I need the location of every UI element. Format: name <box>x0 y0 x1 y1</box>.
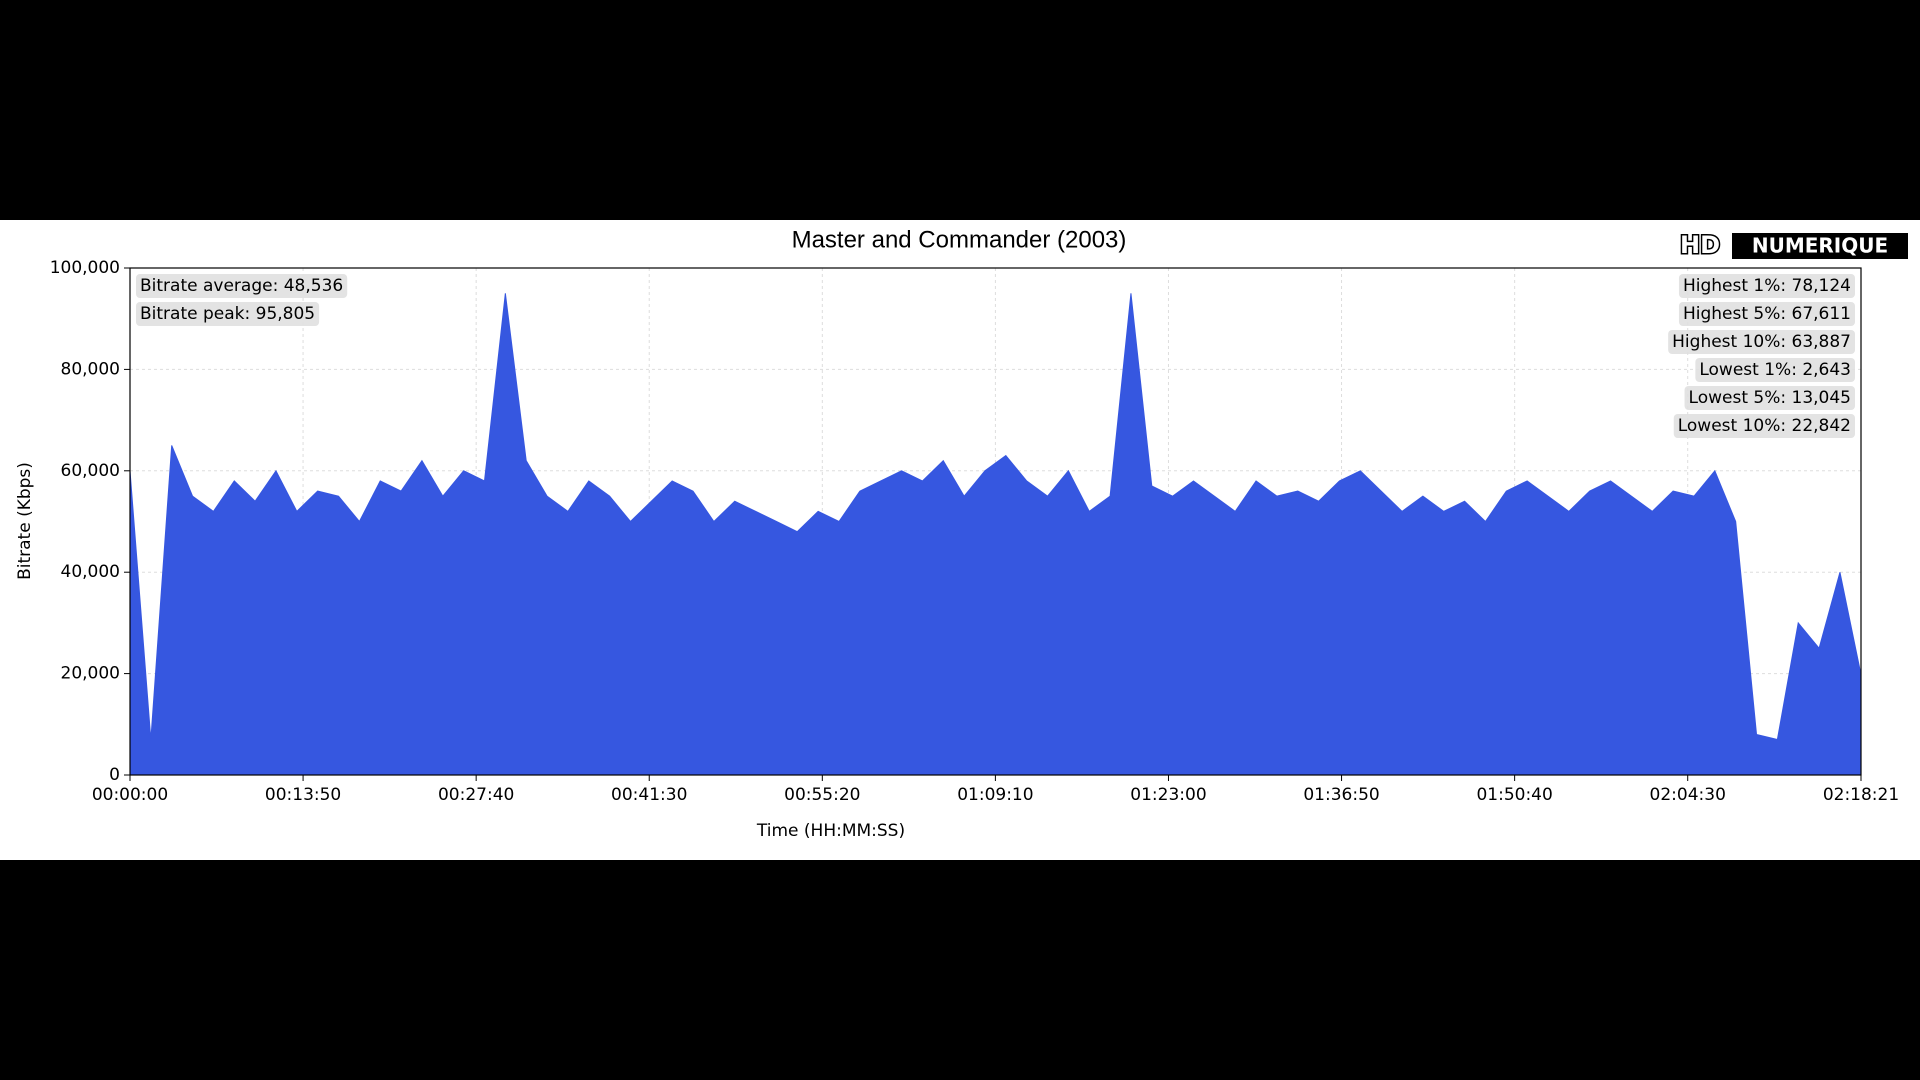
logo-box <box>1732 233 1908 259</box>
annotation-box <box>1695 358 1855 382</box>
annotation-text: Bitrate peak: 95,805 <box>140 304 315 324</box>
annotation-box <box>136 302 320 326</box>
x-tick-label: 01:50:40 <box>1476 785 1552 805</box>
x-tick-label: 01:36:50 <box>1303 785 1379 805</box>
annotation: Lowest 5%: 13,045 <box>1684 386 1855 410</box>
plot-frame <box>129 267 1862 776</box>
annotation-box <box>1678 274 1855 298</box>
annotation-text: Highest 1%: 78,124 <box>1683 276 1851 296</box>
annotation-text: Lowest 5%: 13,045 <box>1689 388 1851 408</box>
y-tick-label: 60,000 <box>61 461 120 481</box>
annotation-text: Lowest 10%: 22,842 <box>1678 416 1851 436</box>
annotation-text: Highest 5%: 67,611 <box>1683 304 1851 324</box>
y-tick-label: 40,000 <box>61 562 120 582</box>
x-tick-label: 00:00:00 <box>92 785 168 805</box>
annotation-text: Lowest 1%: 2,643 <box>1699 360 1851 380</box>
area <box>129 293 1862 776</box>
annotation-box <box>1684 386 1855 410</box>
annotation-box <box>1678 302 1855 326</box>
chart-title: Master and Commander (2003) <box>792 226 1127 253</box>
annotation: Highest 5%: 67,611 <box>1678 302 1855 326</box>
annotation-text: Bitrate average: 48,536 <box>140 276 343 296</box>
logo: HD NUMERIQUE <box>1679 230 1908 261</box>
x-tick-label: 02:18:21 <box>1823 785 1899 805</box>
x-tick-label: 00:55:20 <box>784 785 860 805</box>
annotation-text: Highest 10%: 63,887 <box>1672 332 1851 352</box>
annotation: Bitrate average: 48,536 <box>136 274 348 298</box>
annotation-box <box>136 274 348 298</box>
x-tick-label: 01:09:10 <box>957 785 1033 805</box>
x-tick-label: 02:04:30 <box>1650 785 1726 805</box>
y-axis-label: Bitrate (Kbps) <box>15 462 35 580</box>
y-tick-label: 80,000 <box>61 359 120 379</box>
x-tick-label: 01:23:00 <box>1130 785 1206 805</box>
y-tick-label: 0 <box>109 765 120 785</box>
annotation: Lowest 1%: 2,643 <box>1695 358 1855 382</box>
annotation: Highest 1%: 78,124 <box>1678 274 1855 298</box>
x-axis-label: Time (HH:MM:SS) <box>756 821 905 841</box>
annotation: Bitrate peak: 95,805 <box>136 302 320 326</box>
annotation: Highest 10%: 63,887 <box>1668 330 1855 354</box>
x-tick-label: 00:27:40 <box>438 785 514 805</box>
annotation-box <box>1668 330 1855 354</box>
x-tick-label: 00:41:30 <box>611 785 687 805</box>
y-tick-label: 20,000 <box>61 664 120 684</box>
x-tick-label: 00:13:50 <box>265 785 341 805</box>
annotation: Lowest 10%: 22,842 <box>1673 414 1855 438</box>
logo-hd: HD <box>1680 231 1720 259</box>
y-tick-label: 100,000 <box>50 258 120 278</box>
annotation-box <box>1673 414 1855 438</box>
logo-text: NUMERIQUE <box>1752 234 1888 258</box>
